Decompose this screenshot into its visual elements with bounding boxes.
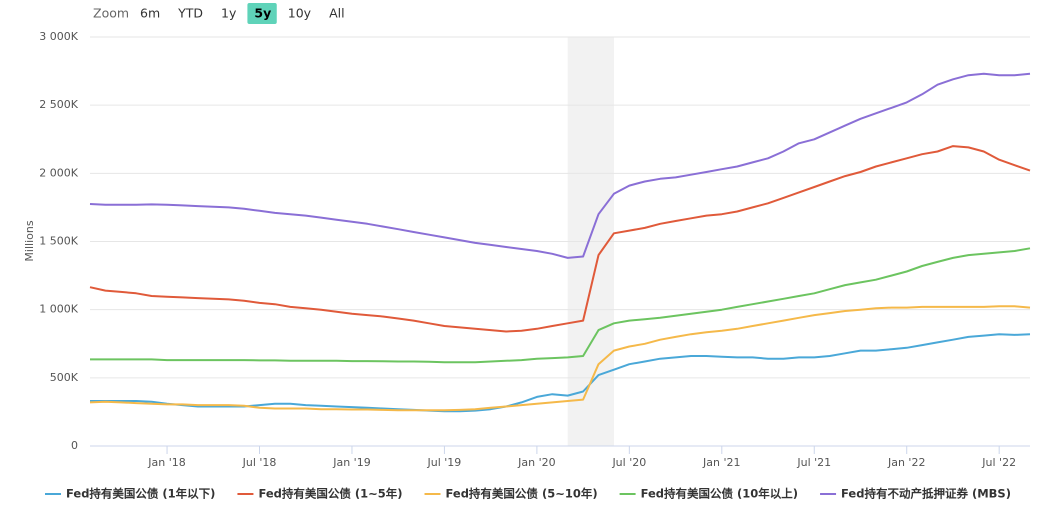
- x-tick-label: Jul '20: [611, 456, 646, 469]
- range-button[interactable]: 6m: [140, 6, 160, 21]
- x-tick-label: Jul '18: [242, 456, 277, 469]
- legend-item[interactable]: Fed持有美国公债 (10年以上): [641, 487, 798, 501]
- legend-item[interactable]: Fed持有美国公债 (5~10年): [446, 487, 598, 501]
- x-tick-label: Jul '19: [427, 456, 462, 469]
- x-tick-label: Jan '18: [147, 456, 185, 469]
- x-tick-label: Jan '19: [332, 456, 370, 469]
- x-tick-label: Jul '21: [796, 456, 831, 469]
- x-tick-label: Jan '22: [887, 456, 925, 469]
- y-tick-label: 2 000K: [39, 166, 78, 179]
- x-tick-label: Jan '21: [702, 456, 740, 469]
- x-tick-label: Jan '20: [517, 456, 555, 469]
- series-line: [90, 333, 1031, 413]
- range-button[interactable]: 10y: [288, 6, 312, 21]
- y-tick-label: 1 500K: [39, 235, 78, 248]
- range-button[interactable]: 5y: [254, 6, 271, 21]
- legend-item[interactable]: Fed持有不动产抵押证券 (MBS): [841, 487, 1011, 501]
- series-line: [89, 72, 1031, 259]
- y-tick-label: 0: [71, 439, 78, 452]
- series-line: [89, 305, 1031, 412]
- range-button-active[interactable]: [247, 3, 277, 24]
- range-button[interactable]: 1y: [221, 6, 237, 21]
- range-button[interactable]: YTD: [177, 6, 203, 21]
- legend-item[interactable]: Fed持有美国公债 (1~5年): [258, 487, 402, 501]
- legend-item[interactable]: Fed持有美国公债 (1年以下): [66, 487, 215, 501]
- y-tick-label: 3 000K: [39, 30, 78, 43]
- y-tick-label: 2 500K: [39, 98, 78, 111]
- y-tick-label: 1 000K: [39, 303, 78, 316]
- range-button[interactable]: All: [329, 6, 345, 21]
- y-axis-title: Millions: [23, 220, 36, 261]
- zoom-label: Zoom: [93, 6, 129, 21]
- series-line: [89, 145, 1031, 333]
- series-line: [90, 247, 1031, 364]
- x-tick-label: Jul '22: [981, 456, 1016, 469]
- y-tick-label: 500K: [50, 371, 79, 384]
